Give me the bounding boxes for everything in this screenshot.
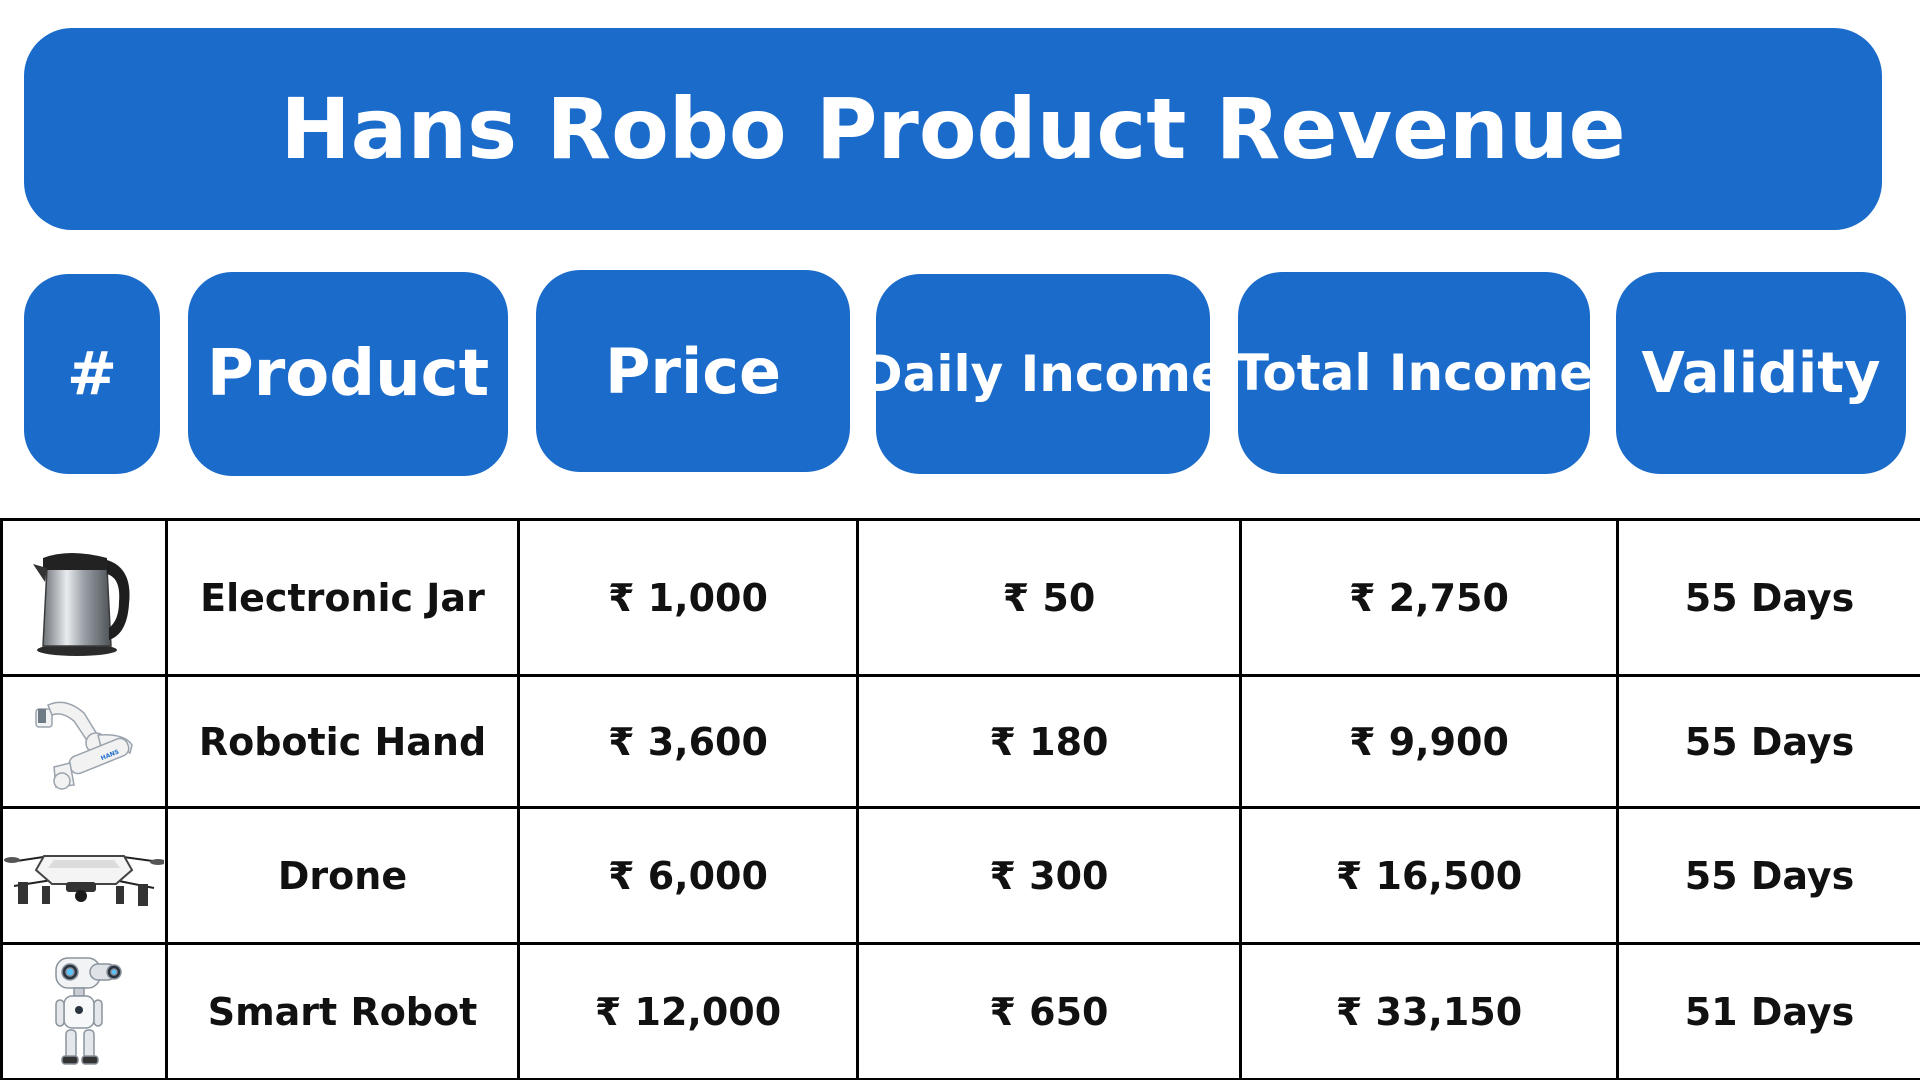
daily-income-value: ₹ 650	[856, 942, 1242, 1080]
header-index: #	[24, 274, 160, 474]
revenue-table-wrap: Electronic Jar ₹ 1,000 ₹ 50 ₹ 2,750 55 D…	[0, 518, 1920, 1080]
product-name: Drone	[165, 806, 520, 945]
total-income-value: ₹ 9,900	[1239, 674, 1619, 809]
validity-value: 55 Days	[1616, 518, 1920, 677]
product-name: Robotic Hand	[165, 674, 520, 809]
table-row: Electronic Jar ₹ 1,000 ₹ 50 ₹ 2,750 55 D…	[0, 518, 1920, 677]
table-row: Drone ₹ 6,000 ₹ 300 ₹ 16,500 55 Days	[0, 806, 1920, 945]
header-daily-income: Daily Income	[861, 274, 1225, 474]
price-value: ₹ 3,600	[517, 674, 859, 809]
validity-value: 51 Days	[1616, 942, 1920, 1080]
total-income-value: ₹ 16,500	[1239, 806, 1619, 945]
table-row: Smart Robot ₹ 12,000 ₹ 650 ₹ 33,150 51 D…	[0, 942, 1920, 1080]
drone-icon	[3, 809, 165, 942]
product-name: Smart Robot	[165, 942, 520, 1080]
header-validity: Validity	[1616, 272, 1906, 474]
kettle-icon	[3, 521, 165, 674]
total-income-value: ₹ 33,150	[1239, 942, 1619, 1080]
price-value: ₹ 6,000	[517, 806, 859, 945]
product-thumb-cell	[0, 806, 168, 945]
daily-income-value: ₹ 300	[856, 806, 1242, 945]
price-value: ₹ 12,000	[517, 942, 859, 1080]
product-name: Electronic Jar	[165, 518, 520, 677]
daily-income-value: ₹ 180	[856, 674, 1242, 809]
product-thumb-cell	[0, 518, 168, 677]
product-thumb-cell	[0, 942, 168, 1080]
total-income-value: ₹ 2,750	[1239, 518, 1619, 677]
price-value: ₹ 1,000	[517, 518, 859, 677]
header-price: Price	[536, 270, 850, 472]
daily-income-value: ₹ 50	[856, 518, 1242, 677]
header-total-income: Total Income	[1235, 272, 1593, 474]
robotic-arm-icon: HANS	[3, 677, 165, 806]
product-thumb-cell: HANS	[0, 674, 168, 809]
revenue-table: Electronic Jar ₹ 1,000 ₹ 50 ₹ 2,750 55 D…	[0, 518, 1920, 1080]
header-product: Product	[188, 272, 508, 476]
validity-value: 55 Days	[1616, 806, 1920, 945]
table-row: HANS Robotic Hand ₹ 3,600 ₹ 180 ₹ 9,900 …	[0, 674, 1920, 809]
robot-icon	[3, 945, 165, 1078]
page-title: Hans Robo Product Revenue	[24, 28, 1882, 230]
validity-value: 55 Days	[1616, 674, 1920, 809]
